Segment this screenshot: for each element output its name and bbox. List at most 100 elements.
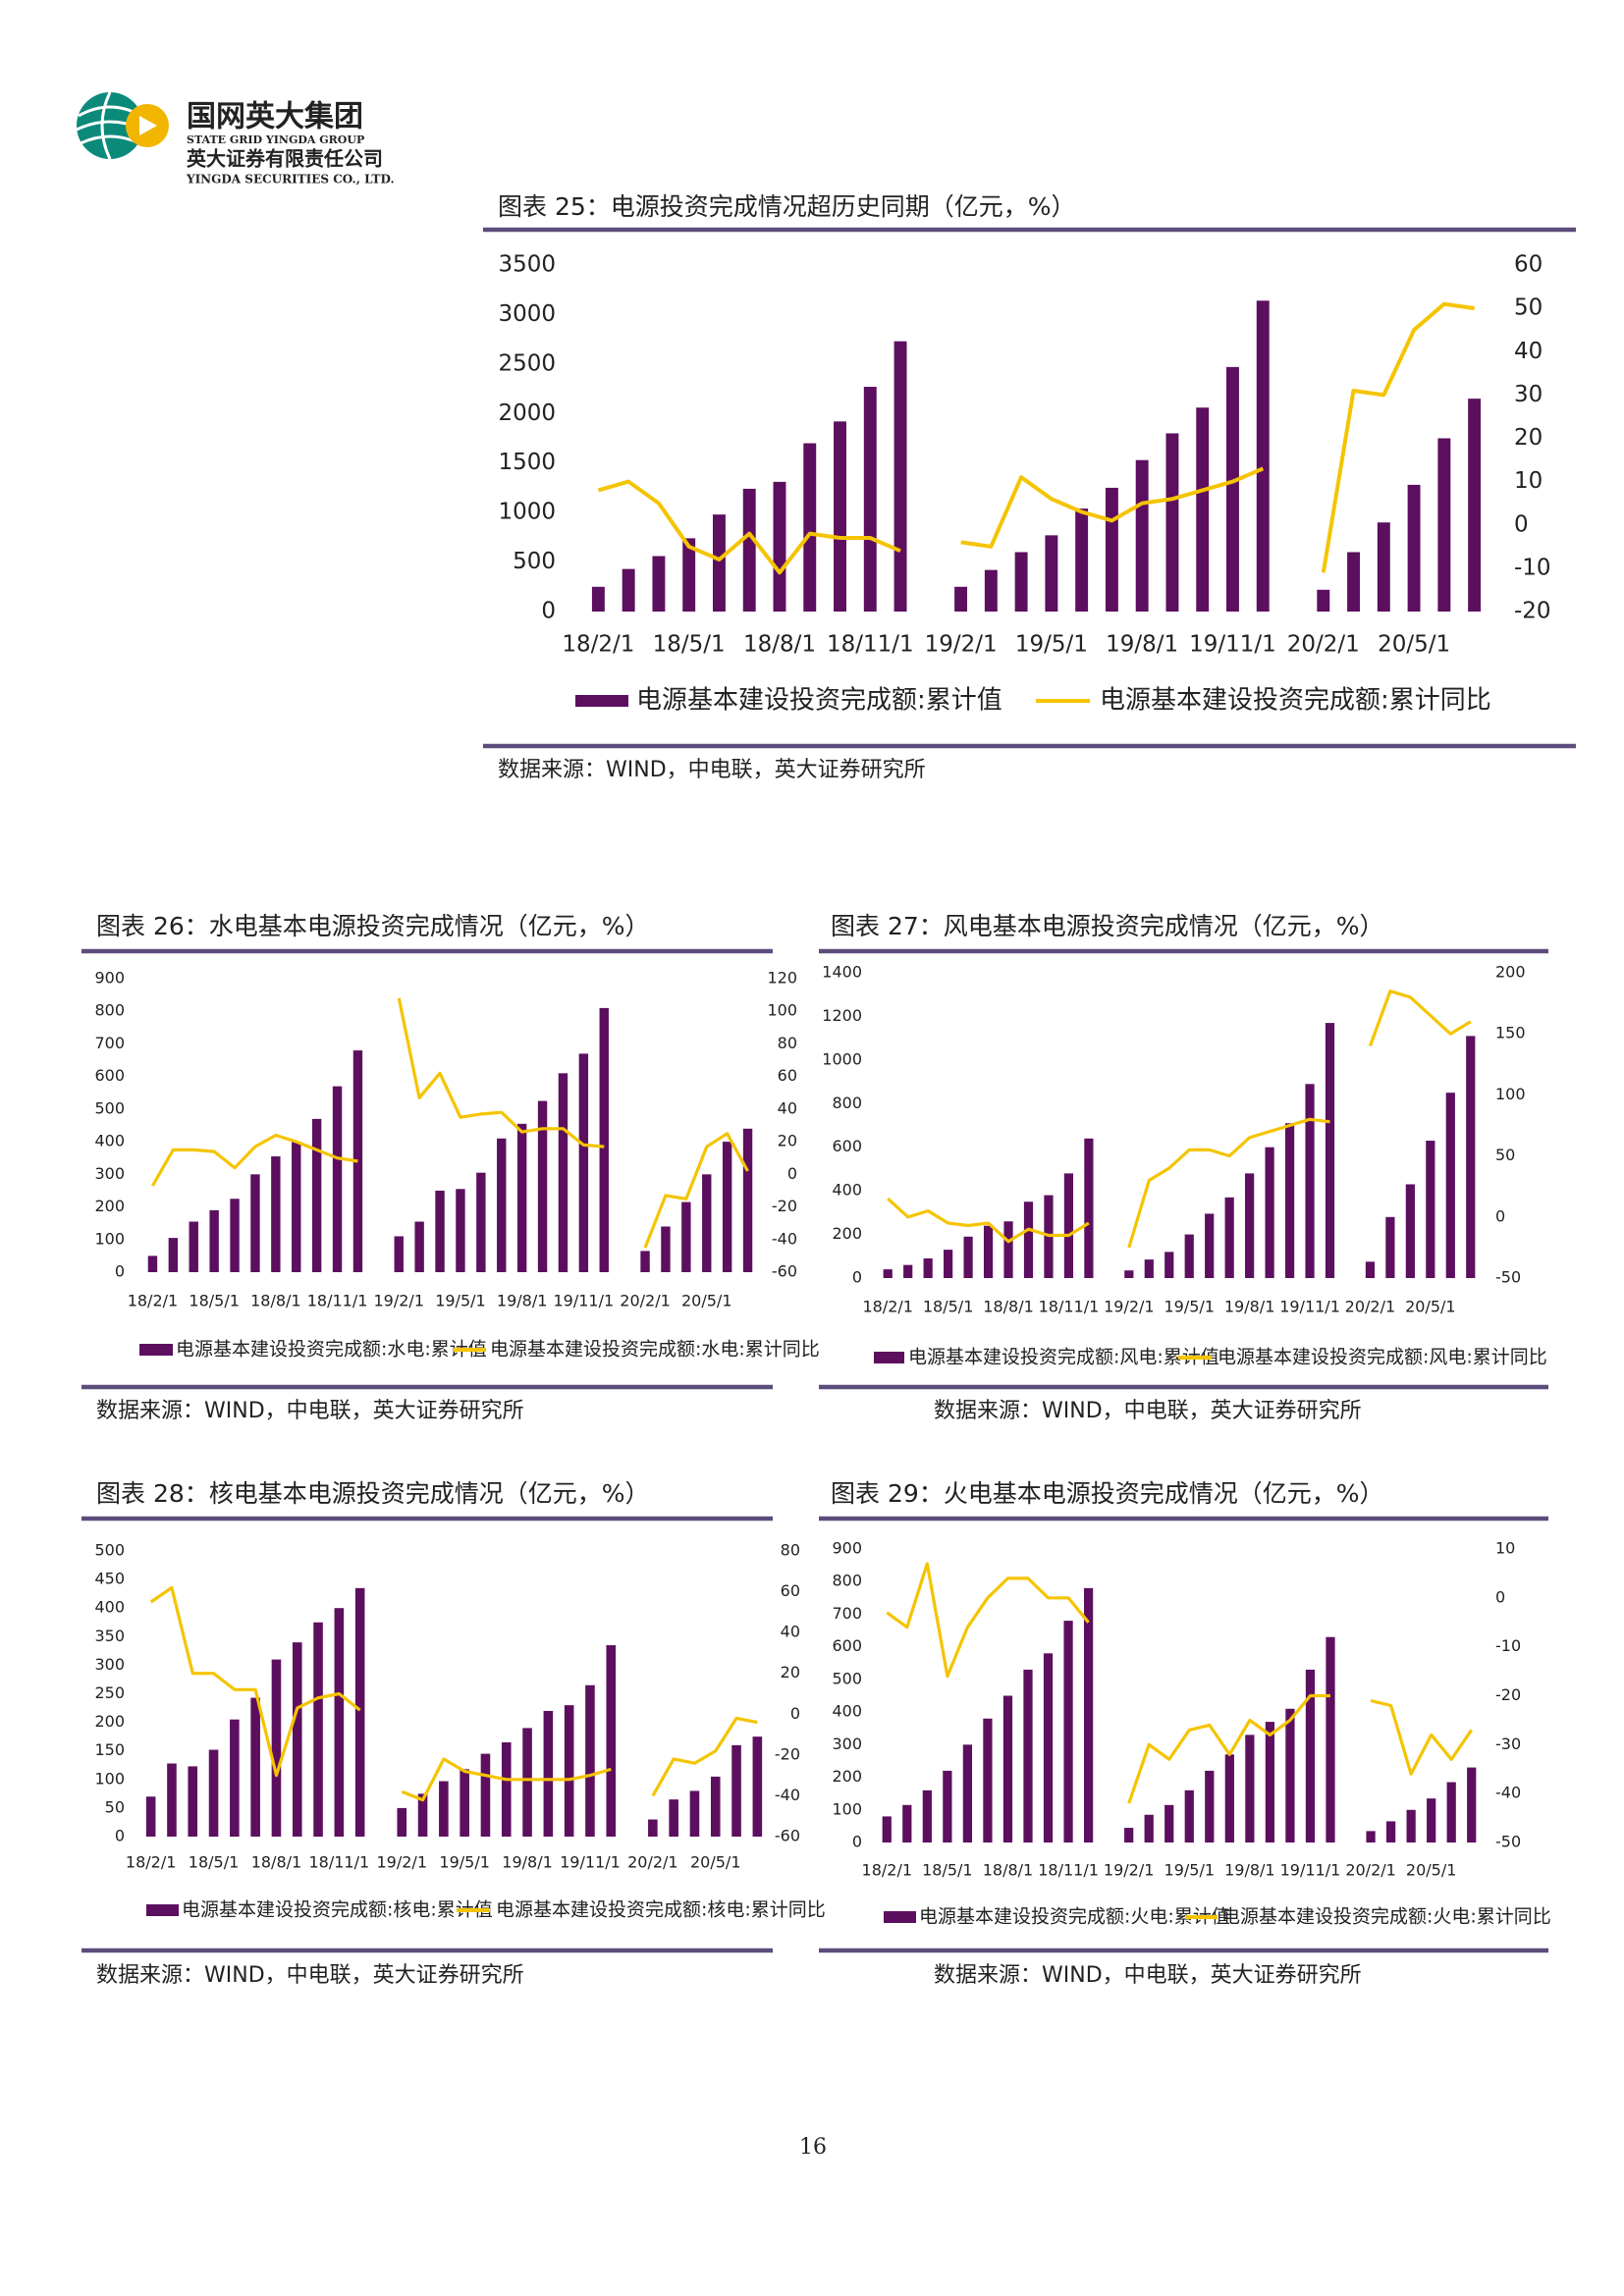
group-name-en: STATE GRID YINGDA GROUP bbox=[187, 133, 364, 146]
bar bbox=[417, 1793, 428, 1837]
bar bbox=[168, 1238, 179, 1272]
bar bbox=[516, 1123, 527, 1272]
bar bbox=[1467, 1767, 1477, 1842]
bar bbox=[230, 1199, 240, 1272]
bar bbox=[1063, 1173, 1074, 1278]
legend-label: 电源基本建设投资完成额:火电:累计同比 bbox=[1221, 1906, 1551, 1928]
y2-tick-label: -40 bbox=[1495, 1784, 1521, 1802]
line bbox=[149, 1585, 758, 1802]
bar bbox=[1043, 1653, 1054, 1842]
bar bbox=[1245, 1173, 1255, 1278]
legend-label: 电源基本建设投资完成额:核电:累计值 bbox=[182, 1899, 493, 1921]
bar bbox=[591, 586, 605, 612]
bar bbox=[681, 1201, 691, 1272]
y2-tick-label: -50 bbox=[1495, 1833, 1521, 1851]
bar bbox=[863, 387, 877, 612]
y-tick-label: 800 bbox=[832, 1572, 862, 1590]
bar bbox=[710, 1776, 721, 1837]
bar bbox=[731, 1744, 741, 1837]
page-number: 16 bbox=[799, 2135, 827, 2160]
y2-tick-label: 30 bbox=[1514, 382, 1543, 407]
y-tick-label: 50 bbox=[105, 1797, 125, 1816]
bar bbox=[1245, 1735, 1255, 1842]
bar bbox=[1366, 1831, 1376, 1842]
logo-arrow bbox=[139, 116, 157, 135]
source-note: 数据来源：WIND，中电联，英大证券研究所 bbox=[96, 1399, 524, 1423]
bar bbox=[722, 1142, 732, 1272]
x-tick-label: 19/11/1 bbox=[1280, 1861, 1341, 1880]
line bbox=[887, 989, 1472, 1249]
bar bbox=[1445, 1093, 1455, 1278]
y-tick-label: 900 bbox=[94, 969, 125, 988]
bar bbox=[984, 569, 998, 612]
x-tick-label: 19/8/1 bbox=[1224, 1861, 1275, 1880]
bar bbox=[1196, 407, 1210, 612]
x-tick-label: 20/2/1 bbox=[1345, 1298, 1396, 1316]
x-tick-label: 18/2/1 bbox=[128, 1292, 179, 1310]
y2-tick-label: 40 bbox=[778, 1098, 797, 1117]
y2-tick-label: 10 bbox=[1514, 468, 1543, 494]
bar bbox=[983, 1225, 994, 1278]
y2-tick-label: -20 bbox=[772, 1197, 797, 1215]
bar bbox=[1256, 300, 1270, 612]
bar bbox=[954, 586, 968, 612]
y2-tick-label: -30 bbox=[1495, 1735, 1521, 1753]
bar bbox=[1466, 1036, 1476, 1278]
y-tick-label: 2500 bbox=[498, 350, 556, 376]
y-tick-label: 400 bbox=[94, 1132, 125, 1150]
chart-title: 图表 25：电源投资完成情况超历史同期（亿元，%） bbox=[498, 192, 1076, 221]
y-tick-label: 450 bbox=[94, 1570, 125, 1588]
y-tick-label: 500 bbox=[832, 1669, 862, 1687]
bar bbox=[923, 1258, 933, 1278]
logo bbox=[76, 91, 169, 160]
x-tick-label: 18/2/1 bbox=[562, 632, 634, 658]
x-tick-label: 18/5/1 bbox=[653, 632, 726, 658]
x-tick-label: 18/11/1 bbox=[307, 1292, 368, 1310]
legend-swatch bbox=[146, 1904, 179, 1916]
bar bbox=[313, 1622, 323, 1837]
line bbox=[886, 1562, 1474, 1804]
bar bbox=[702, 1174, 712, 1272]
x-tick-label: 19/8/1 bbox=[502, 1853, 553, 1872]
legend-label: 电源基本建设投资完成额:累计同比 bbox=[1100, 686, 1491, 716]
x-tick-label: 19/11/1 bbox=[560, 1853, 621, 1872]
bar bbox=[564, 1705, 574, 1837]
bar bbox=[1084, 1138, 1094, 1278]
bar bbox=[1305, 1669, 1316, 1842]
bar bbox=[1083, 1587, 1094, 1842]
bar bbox=[543, 1710, 554, 1837]
y2-tick-label: 100 bbox=[1495, 1085, 1526, 1103]
x-tick-label: 18/5/1 bbox=[189, 1292, 240, 1310]
bar bbox=[712, 514, 726, 612]
bar bbox=[652, 556, 666, 612]
legend-label: 电源基本建设投资完成额:风电:累计值 bbox=[908, 1347, 1219, 1368]
source-note: 数据来源：WIND，中电联，英大证券研究所 bbox=[498, 758, 926, 782]
x-tick-label: 19/2/1 bbox=[374, 1292, 425, 1310]
bar bbox=[661, 1226, 671, 1272]
y2-tick-label: 100 bbox=[767, 1001, 797, 1020]
y2-tick-label: -10 bbox=[1514, 555, 1551, 580]
legend-swatch bbox=[884, 1911, 916, 1923]
y-tick-label: 400 bbox=[94, 1598, 125, 1617]
bar bbox=[352, 1050, 363, 1272]
source-note: 数据来源：WIND，中电联，英大证券研究所 bbox=[934, 1963, 1362, 1988]
bar bbox=[208, 1749, 219, 1837]
x-tick-label: 18/11/1 bbox=[827, 632, 914, 658]
bar bbox=[742, 1128, 753, 1272]
bar bbox=[354, 1587, 365, 1837]
x-tick-label: 19/5/1 bbox=[435, 1292, 486, 1310]
y-tick-label: 1200 bbox=[822, 1006, 862, 1025]
y2-tick-label: 40 bbox=[1514, 339, 1543, 364]
chart-title: 图表 26：水电基本电源投资完成情况（亿元，%） bbox=[96, 912, 650, 940]
bar bbox=[497, 1138, 507, 1272]
bar bbox=[456, 1189, 465, 1272]
bar bbox=[147, 1255, 158, 1272]
bar bbox=[394, 1236, 404, 1272]
bar bbox=[599, 1007, 609, 1272]
bar bbox=[902, 1804, 912, 1842]
company-name-en: YINGDA SECURITIES CO., LTD. bbox=[186, 173, 395, 187]
bar bbox=[439, 1781, 449, 1837]
x-tick-label: 20/5/1 bbox=[681, 1292, 732, 1310]
bar bbox=[963, 1236, 973, 1278]
